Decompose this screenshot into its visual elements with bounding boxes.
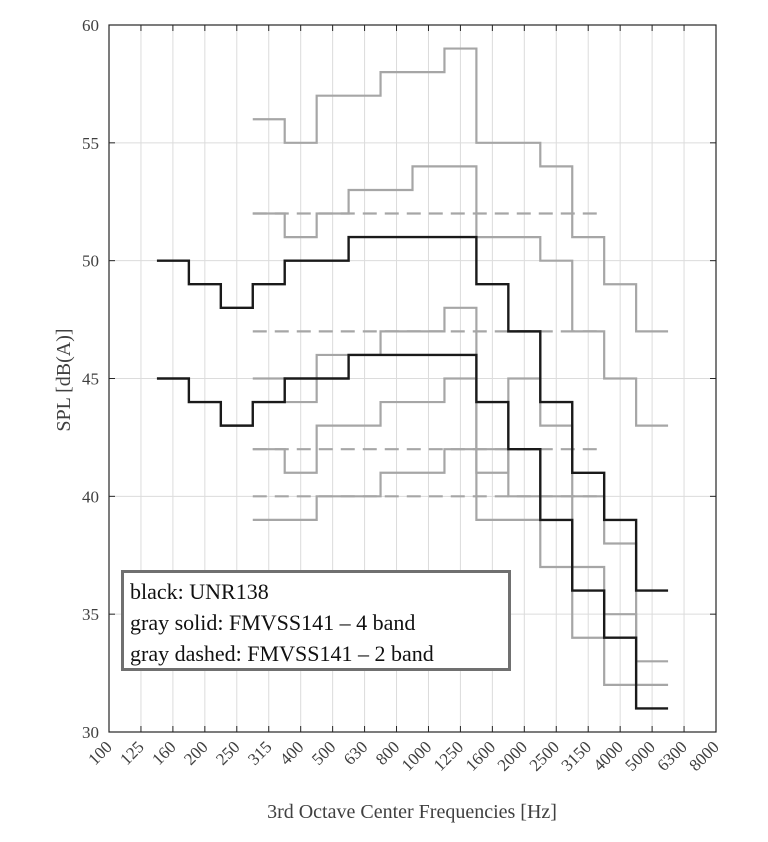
series-unr138-upper (156, 235, 669, 592)
y-tick-label-60: 60 (82, 16, 99, 35)
y-tick-label-50: 50 (82, 252, 99, 271)
axes (108, 24, 717, 733)
x-tick-label-1600: 1600 (462, 737, 499, 774)
x-tick-label-6300: 6300 (653, 737, 690, 774)
x-tick-label-4000: 4000 (590, 737, 627, 774)
y-tick-label-55: 55 (82, 134, 99, 153)
series-fmvss141-4-band-2 (252, 165, 669, 427)
x-tick-label-160: 160 (148, 737, 179, 768)
x-tick-label-100: 100 (84, 737, 115, 768)
y-axis-title: SPL [dB(A)] (53, 328, 75, 431)
x-tick-label-2000: 2000 (494, 737, 531, 774)
series-unr138-lower (156, 353, 669, 710)
x-tick-label-500: 500 (308, 737, 339, 768)
legend-entry-fmvss-4band: gray solid: FMVSS141 – 4 band (130, 610, 416, 635)
x-tick-label-200: 200 (180, 737, 211, 768)
x-tick-label-400: 400 (276, 737, 307, 768)
x-axis-title: 3rd Octave Center Frequencies [Hz] (267, 801, 557, 823)
series-fmvss141-4-band-4 (252, 377, 637, 686)
y-tick-label-45: 45 (82, 370, 99, 389)
series-fmvss141-4-band-1 (252, 47, 669, 333)
y-tick-label-30: 30 (82, 723, 99, 742)
x-tick-label-250: 250 (212, 737, 243, 768)
legend-entry-unr138: black: UNR138 (130, 579, 269, 604)
y-tick-label-35: 35 (82, 605, 99, 624)
x-tick-label-3150: 3150 (558, 737, 595, 774)
series-group (156, 47, 669, 710)
x-tick-label-8000: 8000 (685, 737, 722, 774)
x-tick-label-1000: 1000 (398, 737, 435, 774)
legend-entry-fmvss-2band: gray dashed: FMVSS141 – 2 band (130, 641, 434, 666)
x-tick-label-630: 630 (340, 737, 371, 768)
legend: black: UNR138 gray solid: FMVSS141 – 4 b… (121, 570, 511, 671)
y-tick-label-40: 40 (82, 487, 99, 506)
x-tick-label-1250: 1250 (430, 737, 467, 774)
x-tick-label-2500: 2500 (526, 737, 563, 774)
x-tick-label-315: 315 (244, 737, 275, 768)
x-tick-label-800: 800 (372, 737, 403, 768)
x-tick-label-5000: 5000 (621, 737, 658, 774)
x-tick-label-125: 125 (116, 737, 147, 768)
